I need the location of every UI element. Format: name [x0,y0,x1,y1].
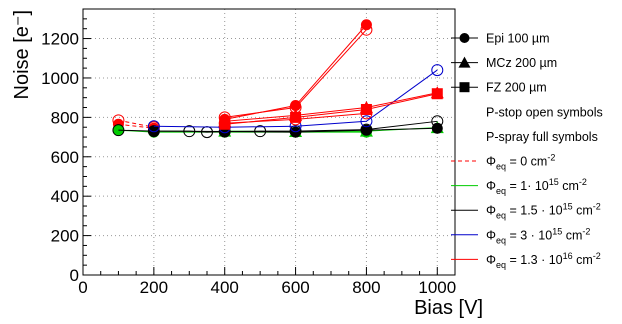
series-line [224,92,438,122]
data-point [112,124,125,137]
legend-entry-4: P-spray full symbols [486,130,598,144]
legend-label: Φeq = 3 · 1015 cm-2 [486,226,590,245]
legend-entry-5: Φeq = 0 cm-2 [451,153,555,172]
data-point [147,120,160,133]
axis-ticks: 0 200 400 600 800 1000 0 200 400 600 800 1000 1200 [41,18,456,297]
x-tick-label: 1000 [418,278,456,297]
data-point [289,113,302,126]
data-point [431,64,444,77]
data-point [360,115,373,128]
data-point [431,88,443,100]
legend-label: Φeq = 0 cm-2 [486,153,555,172]
legend-label: P-spray full symbols [486,130,598,144]
data-point [360,103,372,115]
legend-entry-8: Φeq = 3 · 1015 cm-2 [451,226,590,245]
data-point [218,117,231,130]
series-11 [218,107,373,130]
x-tick-label: 800 [352,278,380,297]
data-point [360,19,372,31]
y-tick-label: 1000 [41,69,79,88]
y-tick-label: 0 [70,266,79,285]
y-tick-label: 800 [51,108,79,127]
legend-marker [458,56,471,68]
data-point [290,100,302,112]
series-line [118,123,154,129]
data-point [148,125,160,137]
series-9 [218,86,444,127]
data-point [219,118,231,130]
data-series [112,19,444,139]
legend-entry-0: Epi 100 µm [451,32,549,46]
legend-entry-9: Φeq = 1.3 · 1016 cm-2 [451,251,601,270]
series-line [224,93,438,125]
legend-entry-6: Φeq = 1· 1015 cm-2 [451,177,587,196]
legend-entry-3: P-stop open symbols [486,105,603,119]
legend-marker [459,82,470,93]
legend-marker [459,33,470,43]
legend-label: MCz 200 µm [486,56,557,70]
legend-label: Φeq = 1· 1015 cm-2 [486,177,587,196]
legend-label: P-stop open symbols [486,105,603,119]
y-tick-label: 200 [51,227,79,246]
legend: Epi 100 µm MCz 200 µm FZ 200 µm P-stop open… [451,32,603,270]
legend-entry-1: MCz 200 µm [451,56,557,70]
plot-frame [82,8,456,276]
legend-entry-2: FZ 200 µm [451,81,547,95]
y-axis-title: Noise [e⁻] [11,10,33,99]
series-8 [219,19,372,125]
legend-label: Φeq = 1.3 · 1016 cm-2 [486,251,601,270]
legend-label: Epi 100 µm [486,32,549,46]
y-tick-label: 1200 [41,30,79,49]
legend-entry-7: Φeq = 1.5 · 1015 cm-2 [451,202,601,221]
y-tick-label: 600 [51,148,79,167]
x-axis-title: Bias [V] [414,297,483,319]
legend-label: Φeq = 1.5 · 1015 cm-2 [486,202,601,221]
y-tick-label: 400 [51,187,79,206]
data-point [360,107,373,120]
data-point [254,125,267,138]
grid [83,9,455,275]
data-point [431,122,443,134]
legend-label: FZ 200 µm [486,81,547,95]
data-point [360,124,372,136]
x-tick-label: 0 [78,278,87,297]
x-tick-label: 200 [140,278,168,297]
x-tick-label: 600 [281,278,309,297]
series-line [224,112,367,124]
x-tick-label: 400 [211,278,239,297]
data-point [290,111,302,123]
